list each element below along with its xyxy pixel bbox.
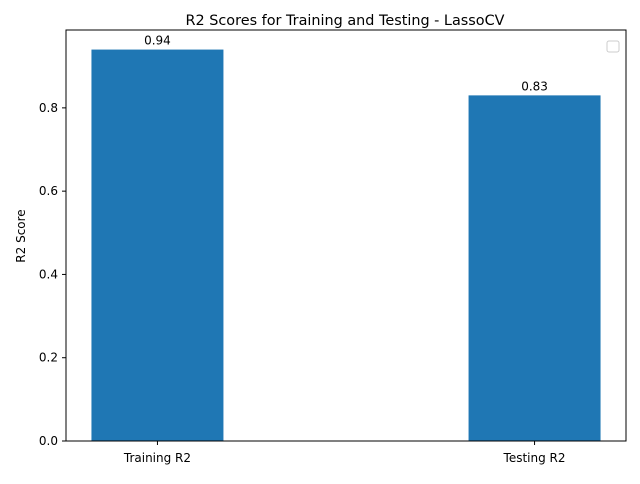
plot-area-frame xyxy=(65,29,627,442)
y-tick-label-1: 0.2 xyxy=(39,351,58,365)
x-tick-label-0: Training R2 xyxy=(123,451,191,465)
legend-box xyxy=(606,40,620,53)
bar-training-r2 xyxy=(91,49,224,441)
bar-testing-r2 xyxy=(468,95,601,442)
y-axis-label: R2 Score xyxy=(14,209,28,262)
y-tick-label-2: 0.4 xyxy=(39,267,58,281)
chart-title: R2 Scores for Training and Testing - Las… xyxy=(186,13,505,29)
y-axis-ticks: 0.0 0.2 0.4 0.6 0.8 xyxy=(39,101,66,448)
y-tick-label-0: 0.0 xyxy=(39,434,58,448)
data-label-1: 0.83 xyxy=(521,79,548,93)
y-tick-label-3: 0.6 xyxy=(39,184,58,198)
y-tick-label-4: 0.8 xyxy=(39,101,58,115)
bar-series xyxy=(91,49,601,442)
data-label-0: 0.94 xyxy=(144,34,171,48)
data-labels: 0.94 0.83 xyxy=(144,34,548,94)
x-tick-label-1: Testing R2 xyxy=(503,451,566,465)
x-axis-ticks: Training R2 Testing R2 xyxy=(123,441,566,465)
